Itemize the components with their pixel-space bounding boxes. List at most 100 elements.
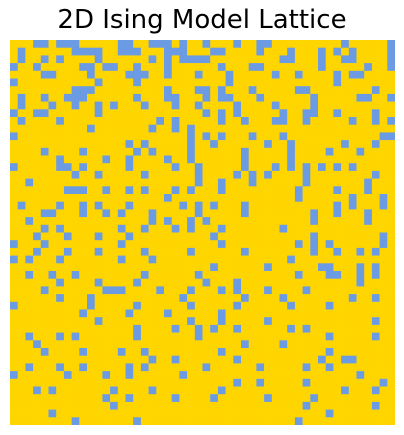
spin-up-cell — [156, 78, 165, 87]
spin-down-cell — [125, 371, 134, 380]
spin-up-cell — [325, 371, 334, 380]
spin-up-cell — [271, 348, 280, 356]
spin-up-cell — [302, 209, 311, 218]
spin-up-cell — [318, 217, 326, 226]
spin-up-cell — [56, 194, 65, 202]
spin-up-cell — [248, 155, 257, 164]
spin-up-cell — [387, 301, 395, 310]
spin-down-cell — [40, 55, 49, 64]
spin-up-cell — [40, 47, 49, 56]
spin-up-cell — [87, 317, 95, 326]
spin-up-cell — [156, 294, 165, 303]
spin-up-cell — [202, 240, 211, 249]
spin-up-cell — [94, 286, 103, 295]
spin-up-cell — [348, 348, 357, 356]
spin-up-cell — [25, 232, 34, 241]
spin-up-cell — [94, 40, 103, 48]
spin-up-cell — [248, 55, 257, 64]
spin-up-cell — [171, 294, 180, 303]
spin-up-cell — [325, 340, 334, 349]
spin-up-cell — [33, 324, 42, 333]
spin-up-cell — [63, 355, 72, 364]
spin-up-cell — [217, 409, 226, 418]
spin-up-cell — [210, 247, 219, 256]
spin-up-cell — [140, 332, 149, 341]
spin-up-cell — [110, 278, 119, 287]
spin-up-cell — [194, 232, 203, 241]
spin-up-cell — [264, 417, 273, 425]
spin-up-cell — [379, 255, 388, 264]
spin-up-cell — [87, 401, 95, 410]
spin-down-cell — [94, 47, 103, 56]
spin-up-cell — [48, 355, 57, 364]
spin-up-cell — [171, 255, 180, 264]
spin-up-cell — [48, 363, 57, 372]
spin-up-cell — [117, 278, 126, 287]
spin-up-cell — [325, 309, 334, 318]
spin-up-cell — [287, 101, 296, 110]
spin-up-cell — [110, 324, 119, 333]
spin-up-cell — [256, 355, 265, 364]
spin-up-cell — [133, 132, 142, 141]
spin-up-cell — [87, 417, 95, 425]
spin-up-cell — [333, 132, 342, 141]
spin-up-cell — [325, 224, 334, 233]
spin-up-cell — [387, 363, 395, 372]
spin-up-cell — [79, 386, 88, 395]
spin-down-cell — [210, 47, 219, 56]
spin-up-cell — [387, 255, 395, 264]
spin-up-cell — [256, 271, 265, 279]
spin-up-cell — [125, 278, 134, 287]
spin-up-cell — [194, 132, 203, 141]
spin-up-cell — [187, 263, 196, 272]
spin-up-cell — [294, 170, 303, 179]
spin-down-cell — [63, 40, 72, 48]
spin-up-cell — [25, 194, 34, 202]
spin-up-cell — [71, 163, 80, 172]
spin-up-cell — [294, 278, 303, 287]
spin-up-cell — [79, 70, 88, 79]
spin-up-cell — [133, 209, 142, 218]
spin-up-cell — [264, 70, 273, 79]
spin-up-cell — [233, 363, 242, 372]
spin-up-cell — [102, 263, 111, 272]
spin-up-cell — [110, 186, 119, 195]
spin-up-cell — [56, 371, 65, 380]
spin-up-cell — [302, 55, 311, 64]
spin-up-cell — [10, 170, 18, 179]
spin-down-cell — [348, 201, 357, 210]
spin-up-cell — [279, 355, 288, 364]
spin-up-cell — [179, 332, 188, 341]
spin-up-cell — [294, 371, 303, 380]
spin-up-cell — [379, 147, 388, 156]
spin-up-cell — [271, 417, 280, 425]
spin-down-cell — [56, 332, 65, 341]
spin-up-cell — [294, 132, 303, 141]
spin-down-cell — [294, 194, 303, 202]
spin-up-cell — [318, 170, 326, 179]
spin-up-cell — [233, 332, 242, 341]
spin-up-cell — [187, 232, 196, 241]
spin-up-cell — [341, 109, 350, 118]
spin-up-cell — [356, 232, 365, 241]
spin-up-cell — [287, 348, 296, 356]
spin-up-cell — [233, 271, 242, 279]
spin-up-cell — [248, 409, 257, 418]
spin-down-cell — [33, 340, 42, 349]
spin-up-cell — [348, 278, 357, 287]
spin-up-cell — [102, 294, 111, 303]
spin-up-cell — [348, 301, 357, 310]
spin-up-cell — [364, 255, 373, 264]
spin-up-cell — [348, 232, 357, 241]
spin-up-cell — [25, 409, 34, 418]
spin-up-cell — [102, 332, 111, 341]
spin-up-cell — [110, 340, 119, 349]
spin-up-cell — [356, 363, 365, 372]
spin-up-cell — [387, 70, 395, 79]
spin-up-cell — [164, 209, 172, 218]
spin-down-cell — [379, 378, 388, 387]
spin-down-cell — [125, 186, 134, 195]
spin-up-cell — [333, 147, 342, 156]
spin-up-cell — [194, 355, 203, 364]
spin-down-cell — [325, 263, 334, 272]
